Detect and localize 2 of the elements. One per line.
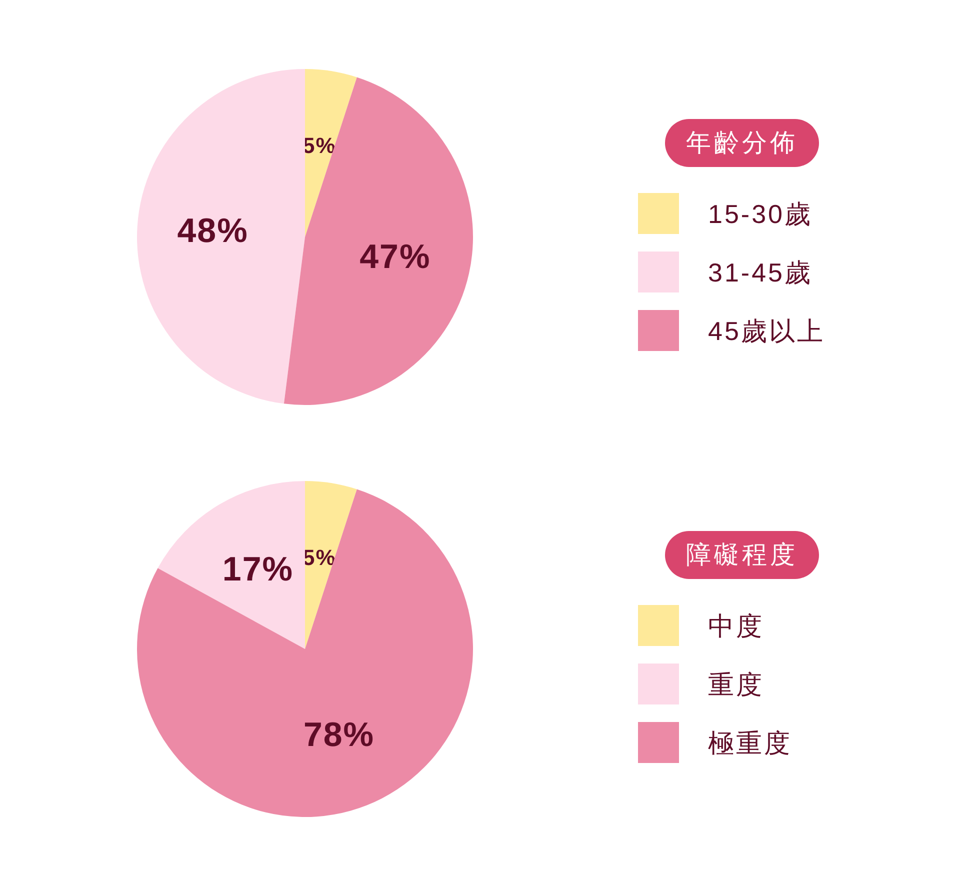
legend-title: 障礙程度 bbox=[686, 541, 798, 569]
legend-title: 年齡分佈 bbox=[686, 129, 798, 157]
